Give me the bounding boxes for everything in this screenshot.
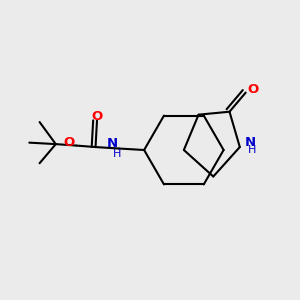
Text: H: H [248,145,256,155]
Text: O: O [64,136,75,149]
Text: N: N [106,137,118,150]
Text: O: O [92,110,103,123]
Text: H: H [113,149,122,159]
Text: N: N [244,136,256,149]
Text: O: O [247,82,258,95]
